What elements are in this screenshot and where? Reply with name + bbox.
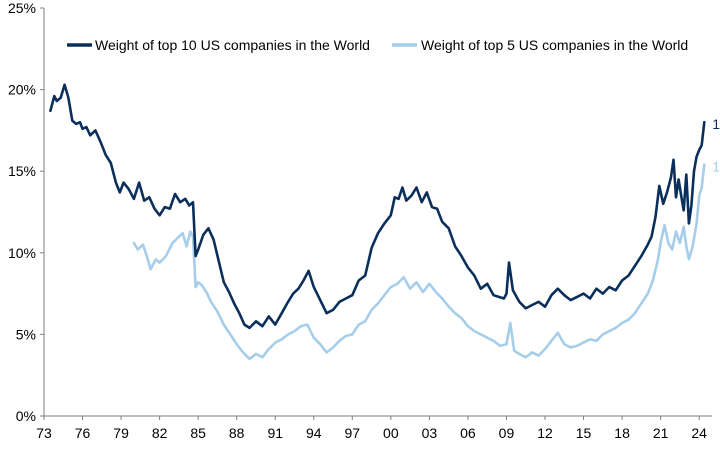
axes: [43, 8, 712, 417]
series-lines: [49, 83, 706, 361]
y-tick-label: 15%: [8, 163, 36, 179]
series-line-top10: [49, 83, 706, 330]
x-tick-label: 24: [691, 425, 707, 441]
y-ticks: 0% 5% 10% 15% 20% 25%: [8, 0, 44, 424]
x-tick-label: 76: [75, 425, 91, 441]
end-label-top5: 15%: [712, 159, 720, 175]
y-tick-label: 0%: [16, 408, 36, 424]
x-tick-label: 09: [499, 425, 515, 441]
x-tick-label: 97: [345, 425, 361, 441]
x-tick-label: 15: [576, 425, 592, 441]
series-line-top5: [132, 163, 706, 361]
x-tick-label: 12: [537, 425, 553, 441]
x-tick-label: 79: [113, 425, 129, 441]
end-labels: 18% 15%: [712, 116, 720, 174]
x-tick-label: 91: [267, 425, 283, 441]
x-tick-label: 03: [422, 425, 438, 441]
x-ticks: 73 76 79 82 85 88 91 94 97 00 03 06 09 12 15 18 21 24: [36, 416, 707, 441]
x-tick-label: 06: [460, 425, 476, 441]
legend-label-top10: Weight of top 10 US companies in the Wor…: [95, 37, 370, 53]
x-tick-label: 21: [653, 425, 669, 441]
x-tick-label: 85: [190, 425, 206, 441]
legend-label-top5: Weight of top 5 US companies in the Worl…: [421, 37, 688, 53]
x-tick-label: 94: [306, 425, 322, 441]
x-tick-label: 00: [383, 425, 399, 441]
x-tick-label: 82: [152, 425, 168, 441]
end-label-top10: 18%: [712, 116, 720, 132]
y-tick-label: 5%: [16, 326, 36, 342]
x-tick-label: 88: [229, 425, 245, 441]
y-tick-label: 25%: [8, 0, 36, 16]
legend: Weight of top 10 US companies in the Wor…: [67, 37, 688, 53]
y-tick-label: 10%: [8, 245, 36, 261]
legend-item-top5: Weight of top 5 US companies in the Worl…: [392, 37, 688, 53]
y-tick-label: 20%: [8, 82, 36, 98]
legend-item-top10: Weight of top 10 US companies in the Wor…: [67, 37, 370, 53]
x-tick-label: 18: [614, 425, 630, 441]
x-tick-label: 73: [36, 425, 52, 441]
